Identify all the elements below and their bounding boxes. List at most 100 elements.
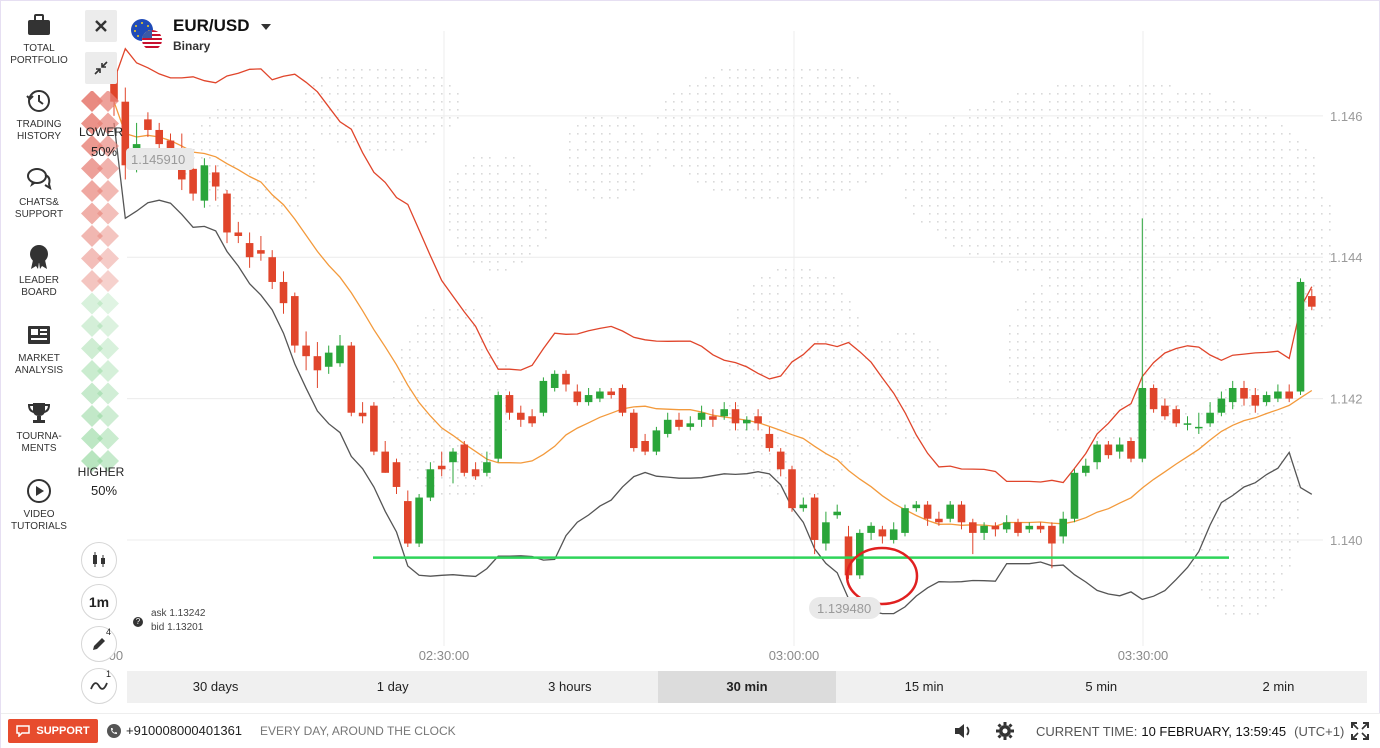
tf-3-hours[interactable]: 3 hours	[548, 679, 592, 694]
close-button[interactable]	[85, 10, 117, 42]
world-map-dots	[185, 69, 1331, 615]
lower-diamond	[81, 202, 103, 225]
top-price-tag-bg	[126, 148, 194, 170]
collapse-icon	[94, 61, 108, 75]
nav-tournaments[interactable]: TOURNA- MENTS	[1, 399, 77, 455]
candle-down	[641, 441, 649, 452]
sound-icon[interactable]	[953, 722, 973, 740]
timeframe-bar: 30 days 1 day 3 hours 30 min 15 min 5 mi…	[127, 671, 1367, 703]
candle-down	[754, 416, 762, 424]
candle-up	[901, 508, 909, 533]
asset-type: Binary	[173, 39, 211, 53]
support-button[interactable]: SUPPORT	[8, 719, 98, 743]
gear-icon[interactable]	[995, 721, 1015, 741]
quote-info: ? ask 1.13242 bid 1.13201	[133, 607, 206, 635]
candle-down	[404, 501, 412, 544]
history-icon	[26, 90, 50, 112]
candle-down	[437, 465, 446, 470]
chart-type-button[interactable]	[81, 542, 117, 578]
candle-down	[878, 529, 887, 537]
current-time-label: CURRENT TIME:	[1036, 724, 1138, 739]
lower-diamond	[81, 225, 103, 247]
nav-chats-support[interactable]: CHATS& SUPPORT	[1, 165, 77, 221]
candle-down	[392, 462, 401, 487]
candle-up	[1138, 387, 1147, 459]
fullscreen-icon[interactable]	[1351, 722, 1369, 740]
candle-down	[155, 129, 163, 145]
higher-diamond	[97, 427, 119, 450]
trophy-icon	[27, 403, 51, 423]
asset-name[interactable]: EUR/USD	[173, 16, 272, 36]
candlesticks	[110, 59, 1316, 579]
candle-down	[923, 504, 932, 519]
candle-down	[573, 391, 582, 403]
higher-diamond	[97, 360, 119, 382]
tf-30-days[interactable]: 30 days	[192, 679, 239, 694]
candle-up	[336, 345, 344, 364]
tf-2-min[interactable]: 2 min	[1262, 679, 1295, 694]
collapse-button[interactable]	[85, 52, 117, 84]
nav-market-analysis[interactable]: MARKET ANALYSIS	[1, 321, 77, 377]
candle-down	[178, 151, 186, 180]
timeframe-button[interactable]: 1m	[81, 584, 117, 620]
price-chart: 1.145910 1.139480 1.146 1.144 1.142 1.140 02:…	[105, 31, 1363, 663]
lower-diamond	[97, 202, 119, 225]
tf-1-day[interactable]: 1 day	[376, 679, 409, 694]
candle-down	[1014, 522, 1022, 533]
phone-link[interactable]: +910008000401361	[107, 723, 242, 738]
candle-up	[1183, 423, 1192, 425]
top-price-tag: 1.145910	[131, 152, 185, 167]
nav-leader-board[interactable]: LEADER BOARD	[1, 243, 77, 299]
candle-down	[731, 409, 740, 424]
drawing-count-badge: 4	[106, 627, 112, 637]
lower-band-line	[113, 122, 1313, 615]
candle-down	[166, 140, 175, 159]
lower-diamond	[81, 180, 103, 202]
asset-name-text: EUR/USD	[173, 16, 250, 35]
candle-up	[1025, 525, 1034, 530]
lower-diamond	[97, 157, 119, 180]
candle-down	[381, 451, 389, 473]
candle-up	[743, 419, 751, 424]
higher-diamond	[81, 382, 103, 405]
candle-up	[449, 451, 457, 463]
time-axis-label: 02:30:00	[419, 648, 470, 663]
time-axis-label: 03:30:00	[1118, 648, 1169, 663]
tf-15-min[interactable]: 15 min	[904, 679, 944, 694]
candle-down	[1127, 441, 1135, 459]
candle-up	[324, 352, 333, 367]
nav-trading-history[interactable]: TRADING HISTORY	[1, 87, 77, 143]
candle-up	[822, 522, 830, 544]
candle-up	[686, 423, 695, 427]
candle-up	[720, 409, 728, 417]
lower-diamond	[81, 112, 103, 135]
candle-down	[765, 433, 774, 449]
axis-labels: 1.146 1.144 1.142 1.140 02:30:00 03:00:00 03:3…	[105, 109, 1363, 663]
candle-down	[313, 356, 322, 371]
indicators-button[interactable]	[81, 668, 117, 704]
lower-diamond	[81, 247, 103, 270]
bollinger-bands	[113, 47, 1313, 615]
tf-5-min[interactable]: 5 min	[1085, 679, 1118, 694]
candle-down	[1240, 387, 1248, 399]
nav-total-portfolio[interactable]: TOTAL PORTFOLIO	[1, 11, 77, 67]
drawing-tools-button[interactable]	[81, 626, 117, 662]
candle-up	[1262, 395, 1271, 403]
candle-down	[776, 451, 785, 470]
medal-icon	[30, 245, 48, 269]
help-icon[interactable]: ?	[133, 617, 143, 628]
candle-down	[991, 525, 1000, 530]
candle-down	[810, 497, 819, 540]
candle-up	[596, 391, 604, 399]
nav-video-tutorials[interactable]: VIDEO TUTORIALS	[1, 477, 77, 533]
higher-diamond	[81, 337, 103, 360]
tf-30-min[interactable]: 30 min	[658, 671, 836, 703]
candle-down	[1285, 391, 1293, 399]
candle-down	[957, 504, 966, 523]
eur-usd-flags-icon	[131, 19, 162, 50]
pencil-icon	[93, 638, 105, 650]
trader-sentiment: LOWER 50% HIGHER 50%	[77, 91, 125, 498]
lower-diamond	[97, 225, 119, 247]
chart-overlays: 1.145910 1.139480	[126, 148, 1229, 619]
